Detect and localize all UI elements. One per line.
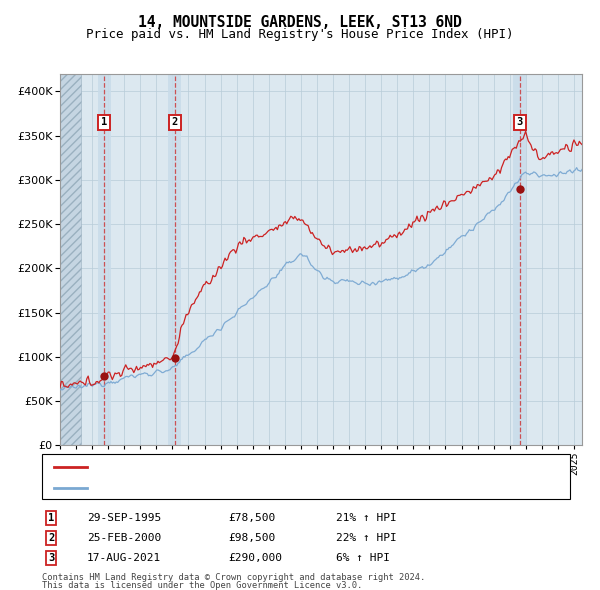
Bar	[514, 74, 526, 445]
Bar	[98, 74, 110, 445]
Text: 2: 2	[172, 117, 178, 127]
Text: 22% ↑ HPI: 22% ↑ HPI	[336, 533, 397, 543]
Text: £98,500: £98,500	[228, 533, 275, 543]
Text: 2: 2	[48, 533, 54, 543]
Text: 17-AUG-2021: 17-AUG-2021	[87, 553, 161, 563]
Text: 14, MOUNTSIDE GARDENS, LEEK, ST13 6ND (detached house): 14, MOUNTSIDE GARDENS, LEEK, ST13 6ND (d…	[93, 462, 417, 471]
Text: 29-SEP-1995: 29-SEP-1995	[87, 513, 161, 523]
Text: HPI: Average price, detached house, Staffordshire Moorlands: HPI: Average price, detached house, Staf…	[93, 483, 447, 493]
Text: 25-FEB-2000: 25-FEB-2000	[87, 533, 161, 543]
Text: 21% ↑ HPI: 21% ↑ HPI	[336, 513, 397, 523]
Text: £78,500: £78,500	[228, 513, 275, 523]
Text: 1: 1	[48, 513, 54, 523]
Text: This data is licensed under the Open Government Licence v3.0.: This data is licensed under the Open Gov…	[42, 581, 362, 590]
Bar	[169, 74, 181, 445]
Text: 14, MOUNTSIDE GARDENS, LEEK, ST13 6ND: 14, MOUNTSIDE GARDENS, LEEK, ST13 6ND	[138, 15, 462, 30]
Text: 1: 1	[101, 117, 107, 127]
Bar	[60, 74, 81, 445]
Text: 3: 3	[517, 117, 523, 127]
Text: Price paid vs. HM Land Registry's House Price Index (HPI): Price paid vs. HM Land Registry's House …	[86, 28, 514, 41]
Text: 3: 3	[48, 553, 54, 563]
Text: 6% ↑ HPI: 6% ↑ HPI	[336, 553, 390, 563]
Text: £290,000: £290,000	[228, 553, 282, 563]
Text: Contains HM Land Registry data © Crown copyright and database right 2024.: Contains HM Land Registry data © Crown c…	[42, 572, 425, 582]
